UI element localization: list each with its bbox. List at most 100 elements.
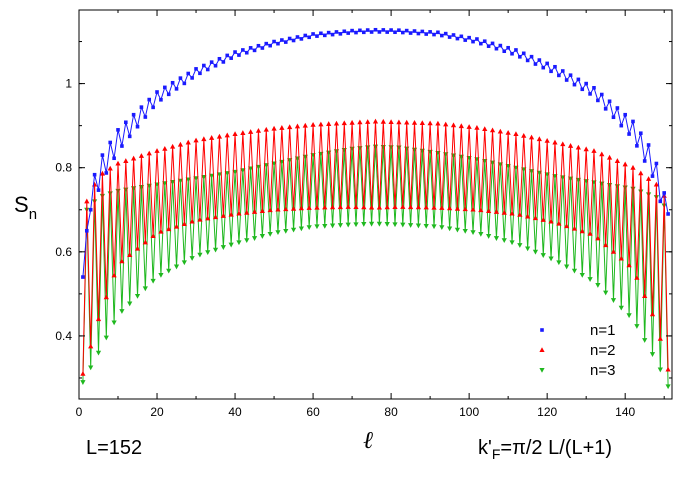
data-point bbox=[255, 127, 262, 133]
fermi-momentum-rest: =π/2 L/(L+1) bbox=[500, 437, 613, 459]
data-point bbox=[638, 170, 644, 176]
legend-marker bbox=[539, 347, 545, 352]
data-point bbox=[509, 210, 515, 216]
y-tick-label: 1 bbox=[65, 77, 72, 91]
data-point bbox=[489, 127, 496, 133]
data-point bbox=[599, 151, 605, 157]
data-point bbox=[376, 221, 383, 227]
data-point bbox=[506, 45, 510, 50]
data-point bbox=[322, 33, 327, 38]
data-point bbox=[330, 32, 335, 37]
data-point bbox=[401, 30, 405, 35]
data-point bbox=[84, 198, 90, 204]
data-point bbox=[486, 44, 491, 48]
data-point bbox=[502, 49, 507, 54]
data-point bbox=[377, 30, 382, 34]
data-point bbox=[357, 119, 363, 125]
data-point bbox=[263, 126, 269, 132]
data-point bbox=[518, 55, 522, 59]
data-point bbox=[88, 365, 94, 371]
data-point bbox=[283, 228, 289, 234]
data-point bbox=[439, 205, 445, 210]
data-point bbox=[592, 86, 596, 90]
data-point bbox=[525, 246, 531, 252]
data-point bbox=[365, 28, 370, 32]
data-point bbox=[345, 222, 351, 228]
data-point bbox=[99, 170, 106, 176]
x-axis-label: ℓ bbox=[363, 426, 373, 454]
data-point bbox=[404, 146, 410, 152]
data-point bbox=[369, 30, 374, 34]
data-point bbox=[353, 222, 359, 228]
data-point bbox=[185, 139, 191, 145]
data-point bbox=[354, 30, 358, 35]
data-point bbox=[450, 122, 457, 128]
data-point bbox=[123, 187, 129, 193]
data-point bbox=[202, 63, 206, 68]
data-point bbox=[107, 165, 113, 171]
data-point bbox=[111, 272, 117, 278]
data-point bbox=[646, 143, 651, 147]
fermi-momentum-sub: F bbox=[491, 446, 501, 462]
data-point bbox=[178, 76, 183, 80]
data-point bbox=[272, 39, 276, 44]
data-point bbox=[259, 234, 265, 239]
data-point bbox=[166, 268, 172, 274]
data-point bbox=[385, 30, 390, 34]
data-point bbox=[614, 184, 620, 190]
data-point bbox=[186, 71, 191, 76]
data-point bbox=[556, 260, 562, 266]
data-point bbox=[525, 213, 531, 219]
data-point bbox=[107, 191, 113, 197]
data-point bbox=[397, 28, 401, 32]
data-point bbox=[645, 176, 652, 181]
data-point bbox=[350, 28, 354, 33]
data-point bbox=[513, 131, 519, 137]
data-point bbox=[642, 293, 648, 298]
legend-label: n=3 bbox=[590, 362, 615, 379]
data-point bbox=[318, 121, 324, 127]
data-point bbox=[404, 28, 409, 33]
data-point bbox=[319, 31, 323, 36]
data-point bbox=[630, 164, 636, 170]
data-point bbox=[454, 205, 461, 211]
data-point bbox=[267, 231, 273, 237]
data-point bbox=[225, 53, 230, 58]
data-point bbox=[123, 158, 129, 163]
data-point bbox=[415, 223, 422, 229]
data-point bbox=[314, 224, 320, 230]
data-point bbox=[240, 130, 246, 135]
data-point bbox=[353, 204, 359, 209]
data-point bbox=[618, 255, 624, 261]
data-point bbox=[201, 136, 207, 142]
data-point bbox=[194, 67, 198, 71]
data-point bbox=[372, 144, 379, 150]
data-point bbox=[358, 28, 362, 33]
data-point bbox=[221, 60, 226, 64]
data-point bbox=[298, 226, 304, 232]
data-point bbox=[346, 31, 350, 35]
data-point bbox=[478, 231, 484, 237]
data-point bbox=[536, 136, 542, 142]
data-point bbox=[342, 29, 347, 34]
data-point bbox=[303, 33, 308, 38]
data-point bbox=[251, 236, 258, 241]
series-n=3 bbox=[80, 144, 671, 390]
data-point bbox=[443, 121, 449, 127]
data-point bbox=[291, 38, 296, 43]
data-point bbox=[635, 144, 639, 148]
data-point bbox=[290, 227, 297, 233]
data-point bbox=[163, 85, 167, 90]
data-point bbox=[533, 62, 538, 66]
data-point bbox=[493, 209, 500, 214]
data-point bbox=[198, 71, 202, 76]
data-point bbox=[197, 252, 203, 258]
data-point bbox=[259, 208, 265, 214]
data-point bbox=[447, 35, 452, 39]
data-point bbox=[298, 205, 304, 211]
data-point bbox=[368, 221, 375, 227]
data-point bbox=[81, 275, 85, 279]
data-point bbox=[606, 182, 613, 188]
data-point bbox=[482, 39, 487, 44]
